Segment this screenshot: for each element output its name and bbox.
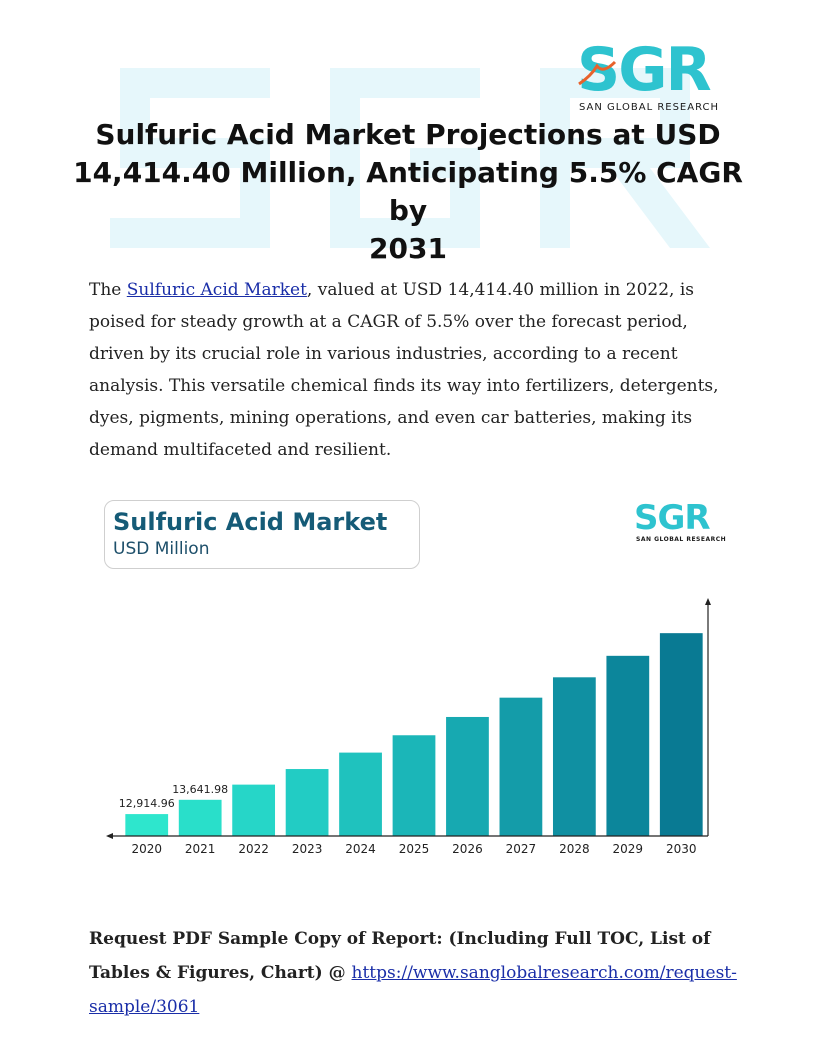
chart-bar <box>446 716 489 836</box>
logo-subtitle: SAN GLOBAL RESEARCH <box>579 102 720 113</box>
title-line: 2031 <box>369 232 447 265</box>
request-text: Request PDF Sample Copy of Report: (Incl… <box>89 929 711 983</box>
logo-swoosh-icon <box>578 60 617 86</box>
market-link[interactable]: Sulfuric Acid Market <box>126 280 307 300</box>
chart-title: Sulfuric Acid Market <box>113 508 388 536</box>
request-sample-link[interactable]: https://www.sanglobalresearch.com/reques… <box>89 963 737 1017</box>
x-tick-label: 2024 <box>345 842 376 856</box>
x-tick-label: 2026 <box>452 842 483 856</box>
intro-text: The <box>89 280 127 300</box>
chart-bar <box>125 814 169 836</box>
chart-logo-text: SGR <box>634 498 711 538</box>
chart-title-card: Sulfuric Acid Market USD Million <box>104 500 420 569</box>
y-axis-arrow-icon <box>705 598 711 605</box>
x-tick-label: 2021 <box>185 842 216 856</box>
market-bar-chart: 2020 12,914.96 2021 13,641.98 2022 2023 2024 20… <box>106 598 711 856</box>
watermark-logo <box>110 68 710 248</box>
chart-logo-subtitle: SAN GLOBAL RESEARCH <box>636 536 727 543</box>
x-tick-label: 2029 <box>613 842 644 856</box>
x-tick-label: 2022 <box>238 842 269 856</box>
chart-bar <box>606 655 650 836</box>
chart-sgr-logo: SGR SAN GLOBAL RESEARCH <box>634 498 726 546</box>
request-sample-paragraph: Request PDF Sample Copy of Report: (Incl… <box>89 922 739 1024</box>
intro-paragraph: The Sulfuric Acid Market, valued at USD … <box>89 274 729 466</box>
data-label: 13,641.98 <box>172 783 228 796</box>
chart-bar <box>499 697 543 836</box>
chart-bar <box>552 677 596 836</box>
chart-bar <box>392 735 436 836</box>
sgr-logo: SGR SAN GLOBAL RESEARCH <box>577 38 723 119</box>
x-tick-label: 2020 <box>131 842 162 856</box>
x-tick-label: 2025 <box>399 842 430 856</box>
title-line: Sulfuric Acid Market Projections at USD <box>95 118 721 151</box>
x-tick-label: 2030 <box>666 842 697 856</box>
x-tick-label: 2023 <box>292 842 323 856</box>
chart-bar <box>178 799 222 836</box>
x-tick-label: 2027 <box>506 842 537 856</box>
chart-bar <box>659 633 703 836</box>
x-tick-label: 2028 <box>559 842 590 856</box>
data-label: 12,914.96 <box>119 797 175 810</box>
title-line: 14,414.40 Million, Anticipating 5.5% CAG… <box>73 156 743 227</box>
intro-text: , valued at USD 14,414.40 million in 202… <box>89 280 719 460</box>
chart-bar <box>285 769 329 836</box>
x-axis-arrow-icon <box>106 833 113 839</box>
chart-unit: USD Million <box>113 539 210 559</box>
page-title: Sulfuric Acid Market Projections at USD … <box>60 116 756 268</box>
chart-bar <box>339 752 382 836</box>
chart-bar <box>232 784 276 836</box>
